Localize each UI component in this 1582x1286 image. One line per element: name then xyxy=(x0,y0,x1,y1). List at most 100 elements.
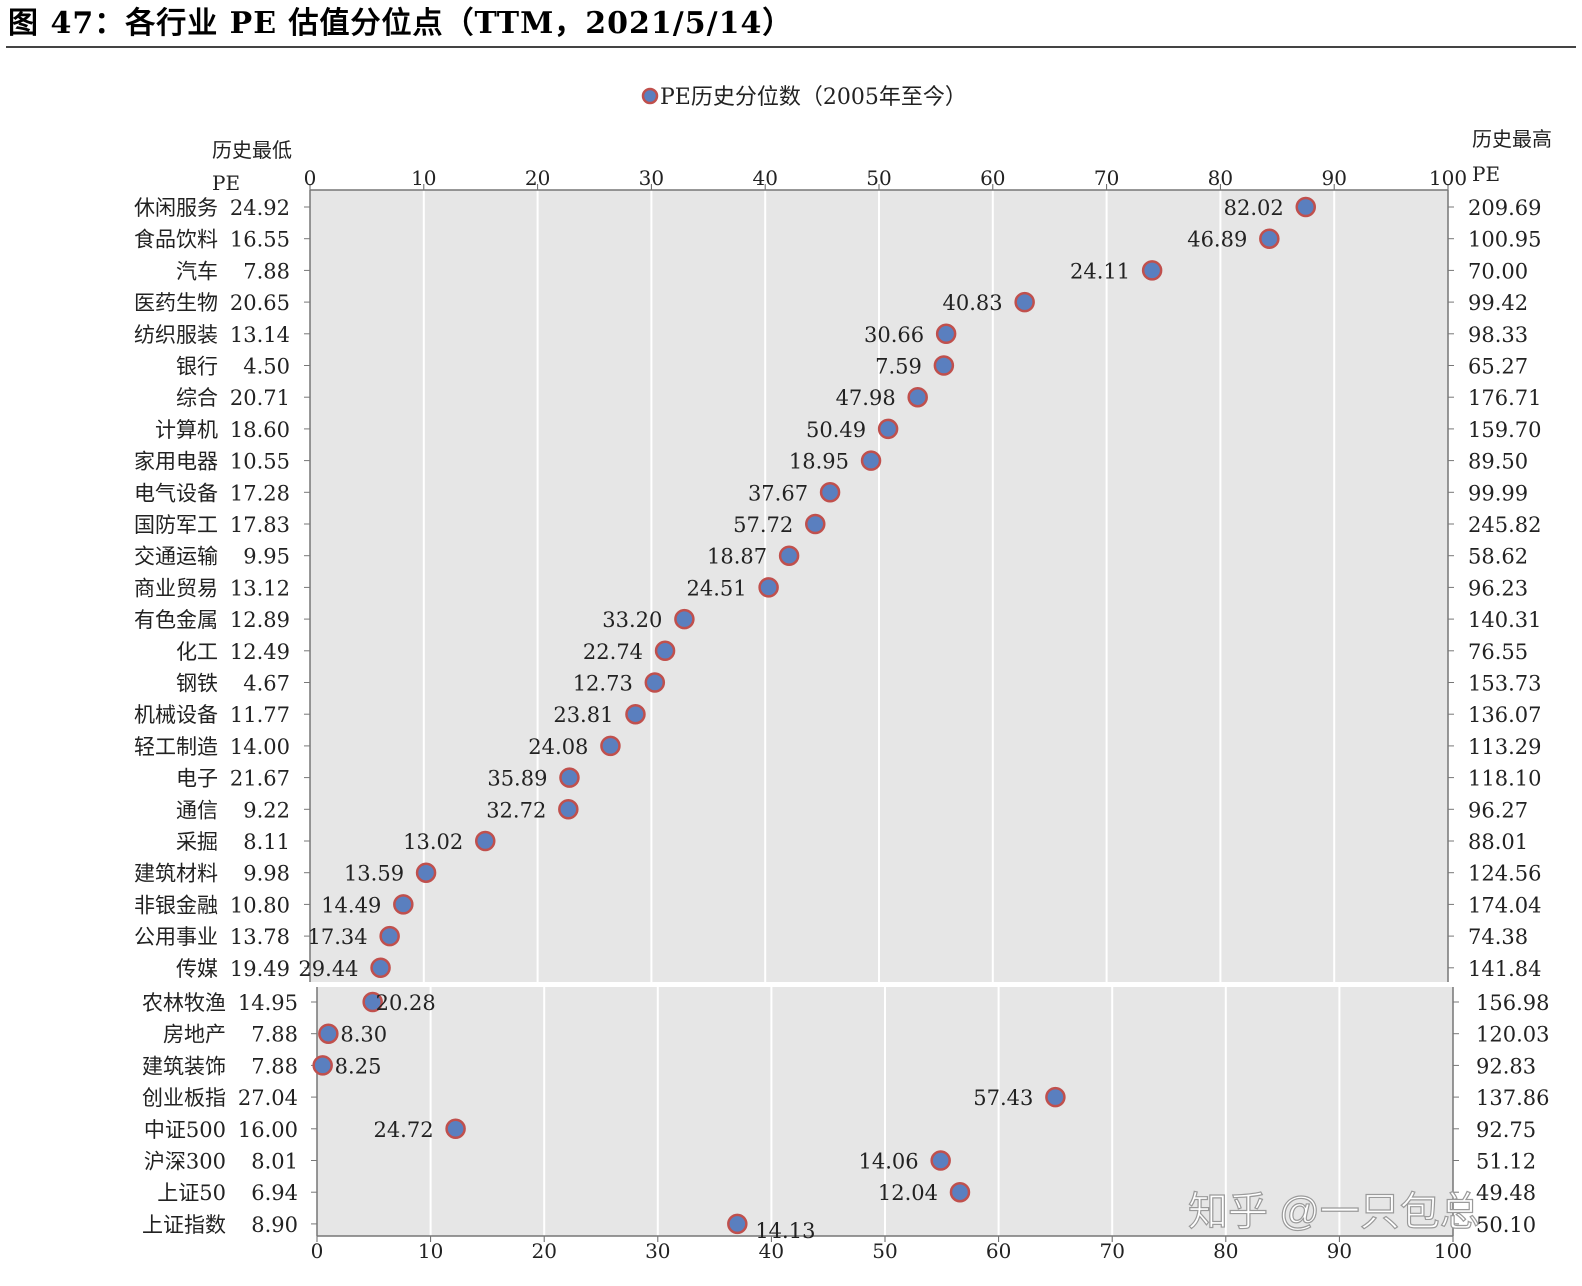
data-point xyxy=(933,355,955,376)
hist-max-pe-label: 245.82 xyxy=(1468,513,1541,537)
hist-min-pe-label: 10.80 xyxy=(230,893,290,917)
data-point xyxy=(907,386,928,408)
hist-min-pe-label: 7.88 xyxy=(243,259,290,283)
hist-max-pe-label: 156.98 xyxy=(1476,991,1549,1015)
current-pe-label: 24.08 xyxy=(528,735,588,759)
figure-title: 图 47：各行业 PE 估值分位点（TTM，2021/5/14） xyxy=(8,6,794,41)
data-point xyxy=(1014,291,1035,313)
hist-min-pe-label: 12.89 xyxy=(230,608,290,632)
hist-max-pe-label: 120.03 xyxy=(1476,1023,1549,1047)
data-point xyxy=(600,735,621,757)
category-label: 休闲服务 xyxy=(134,196,218,220)
category-label: 医药生物 xyxy=(134,291,218,315)
data-point xyxy=(949,1181,971,1203)
category-label: 食品饮料 xyxy=(134,228,218,252)
hist-min-pe-label: 20.65 xyxy=(230,291,290,315)
x-tick-label: 90 xyxy=(1327,1239,1352,1263)
data-point xyxy=(1045,1086,1066,1108)
hist-max-pe-label: 89.50 xyxy=(1468,450,1528,474)
hist-min-pe-label: 9.95 xyxy=(243,545,290,569)
current-pe-label: 12.73 xyxy=(573,672,633,696)
current-pe-label: 22.74 xyxy=(583,640,643,664)
hist-max-pe-label: 99.42 xyxy=(1468,291,1528,315)
current-pe-label: 57.72 xyxy=(733,513,793,537)
current-pe-label: 24.11 xyxy=(1070,259,1130,283)
hist-max-pe-label: 76.55 xyxy=(1468,640,1528,664)
hist-max-pe-label: 113.29 xyxy=(1468,735,1541,759)
category-label: 农林牧渔 xyxy=(142,991,226,1015)
row-labels: 休闲服务 24.92 209.69 食品饮料 16.55 100.95 汽车 7.88 70.0… xyxy=(134,196,1549,1237)
hist-max-pe-label: 50.10 xyxy=(1476,1213,1536,1237)
x-tick-label: 20 xyxy=(525,166,550,190)
current-pe-label: 29.44 xyxy=(298,957,358,981)
current-pe-label: 40.83 xyxy=(943,291,1003,315)
category-label: 建筑装饰 xyxy=(142,1054,226,1078)
category-label: 商业贸易 xyxy=(134,576,218,600)
current-pe-label: 13.02 xyxy=(403,830,463,854)
current-pe-label: 57.43 xyxy=(973,1086,1033,1110)
x-tick-label: 40 xyxy=(759,1239,784,1263)
category-label: 公用事业 xyxy=(134,925,218,949)
category-label: 电气设备 xyxy=(134,481,218,505)
x-tick-label: 60 xyxy=(980,166,1005,190)
data-point xyxy=(370,957,391,979)
hist-max-pe-label: 96.23 xyxy=(1468,576,1528,600)
hist-min-pe-label: 14.95 xyxy=(238,991,298,1015)
hist-max-pe-label: 176.71 xyxy=(1468,386,1541,410)
hist-min-pe-label: 17.28 xyxy=(230,481,290,505)
category-label: 计算机 xyxy=(155,418,218,442)
current-pe-label: 24.72 xyxy=(373,1118,433,1142)
x-tick-label: 100 xyxy=(1434,1239,1472,1263)
current-pe-label: 82.02 xyxy=(1224,196,1284,220)
hist-max-pe-label: 74.38 xyxy=(1468,925,1528,949)
hist-max-pe-label: 124.56 xyxy=(1468,862,1541,886)
hist-min-pe-label: 9.98 xyxy=(243,862,290,886)
data-point xyxy=(1295,196,1316,218)
hist-max-pe-label: 99.99 xyxy=(1468,481,1528,505)
hist-min-pe-label: 8.01 xyxy=(251,1150,298,1174)
data-marks: 82.02 46.89 24.11 40.83 30.66 7.59 47.98 50.49 1… xyxy=(298,196,1316,1243)
x-tick-label: 10 xyxy=(418,1239,443,1263)
hist-max-pe-label: 136.07 xyxy=(1468,703,1541,727)
data-point xyxy=(644,672,666,693)
hist-min-pe-label: 13.12 xyxy=(230,576,290,600)
category-label: 非银金融 xyxy=(134,893,218,917)
hist-min-pe-label: 12.49 xyxy=(230,640,290,664)
data-point xyxy=(877,418,899,440)
data-point xyxy=(930,1150,951,1171)
hist-max-pe-label: 88.01 xyxy=(1468,830,1528,854)
category-label: 综合 xyxy=(176,386,218,410)
x-tick-label: 70 xyxy=(1094,166,1119,190)
hist-max-pe-label: 96.27 xyxy=(1468,798,1528,822)
category-label: 有色金属 xyxy=(134,608,218,632)
category-label: 电子 xyxy=(176,767,218,791)
current-pe-label: 14.13 xyxy=(755,1219,815,1243)
current-pe-label: 47.98 xyxy=(836,386,896,410)
hist-min-pe-label: 6.94 xyxy=(251,1181,298,1205)
hist-min-pe-label: 24.92 xyxy=(230,196,290,220)
hist-min-pe-label: 8.11 xyxy=(243,830,290,854)
x-tick-label: 40 xyxy=(752,166,777,190)
data-point xyxy=(625,703,646,725)
category-label: 汽车 xyxy=(176,259,218,283)
hist-max-pe-label: 159.70 xyxy=(1468,418,1541,442)
current-pe-label: 46.89 xyxy=(1187,228,1247,252)
category-label: 采掘 xyxy=(176,830,218,854)
data-point xyxy=(393,894,414,915)
hist-min-pe-label: 21.67 xyxy=(230,767,290,791)
right-axis-title-line2: PE xyxy=(1472,162,1500,186)
x-tick-label: 30 xyxy=(639,166,664,190)
hist-max-pe-label: 100.95 xyxy=(1468,228,1541,252)
category-label: 银行 xyxy=(176,355,218,379)
data-point xyxy=(778,545,800,566)
data-point xyxy=(1141,260,1163,281)
hist-min-pe-label: 18.60 xyxy=(230,418,290,442)
category-label: 机械设备 xyxy=(134,703,218,727)
x-tick-label: 70 xyxy=(1099,1239,1124,1263)
x-tick-label: 30 xyxy=(645,1239,670,1263)
x-tick-label: 10 xyxy=(411,166,436,190)
hist-min-pe-label: 7.88 xyxy=(251,1054,298,1078)
left-axis-title: 历史最低 PE xyxy=(212,138,292,195)
x-tick-label: 90 xyxy=(1321,166,1346,190)
